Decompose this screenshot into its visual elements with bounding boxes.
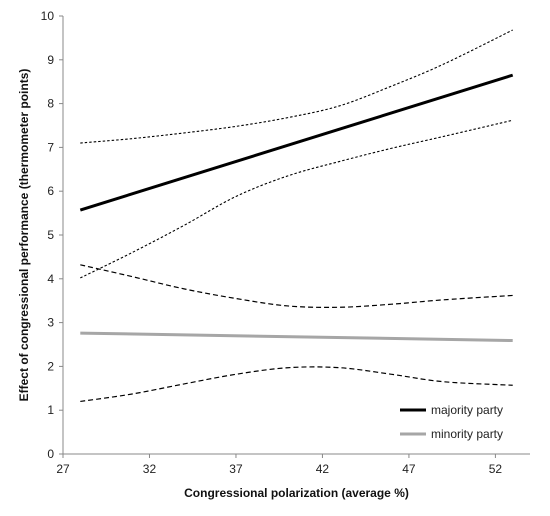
series-line-majority-party — [79, 73, 514, 212]
x-tick-label: 52 — [489, 462, 503, 476]
legend-label: majority party — [431, 403, 503, 417]
y-tick-label: 8 — [47, 97, 54, 111]
y-tick-label: 0 — [47, 447, 54, 461]
plot-lines — [79, 29, 514, 403]
y-tick-label: 1 — [47, 403, 54, 417]
legend: majority party minority party — [400, 403, 503, 441]
y-tick-label: 3 — [47, 316, 54, 330]
x-tick-label: 32 — [143, 462, 157, 476]
y-tick-label: 4 — [47, 272, 54, 286]
x-tick-label: 37 — [229, 462, 243, 476]
y-tick-label: 10 — [41, 9, 55, 23]
y-tick-label: 5 — [47, 228, 54, 242]
ci-line-upper-ci-minority-party — [80, 264, 513, 308]
ci-line-lower-ci-majority-party — [80, 119, 513, 279]
y-tick-label: 2 — [47, 359, 54, 373]
x-tick-label: 42 — [316, 462, 330, 476]
ci-line-upper-ci-majority-party — [80, 29, 513, 144]
x-axis-title: Congressional polarization (average %) — [184, 486, 409, 500]
series-line-minority-party — [80, 331, 513, 343]
x-tick-label: 27 — [56, 462, 70, 476]
tick-labels: 0 1 2 3 4 5 6 7 8 9 10 27 32 37 42 47 52 — [41, 9, 503, 476]
y-tick-label: 9 — [47, 53, 54, 67]
legend-label: minority party — [431, 427, 503, 441]
axes — [59, 15, 530, 458]
y-tick-label: 7 — [47, 140, 54, 154]
y-axis-title: Effect of congressional performance (the… — [17, 69, 31, 402]
ci-line-lower-ci-minority-party — [80, 366, 513, 403]
x-tick-label: 47 — [402, 462, 416, 476]
y-tick-label: 6 — [47, 184, 54, 198]
